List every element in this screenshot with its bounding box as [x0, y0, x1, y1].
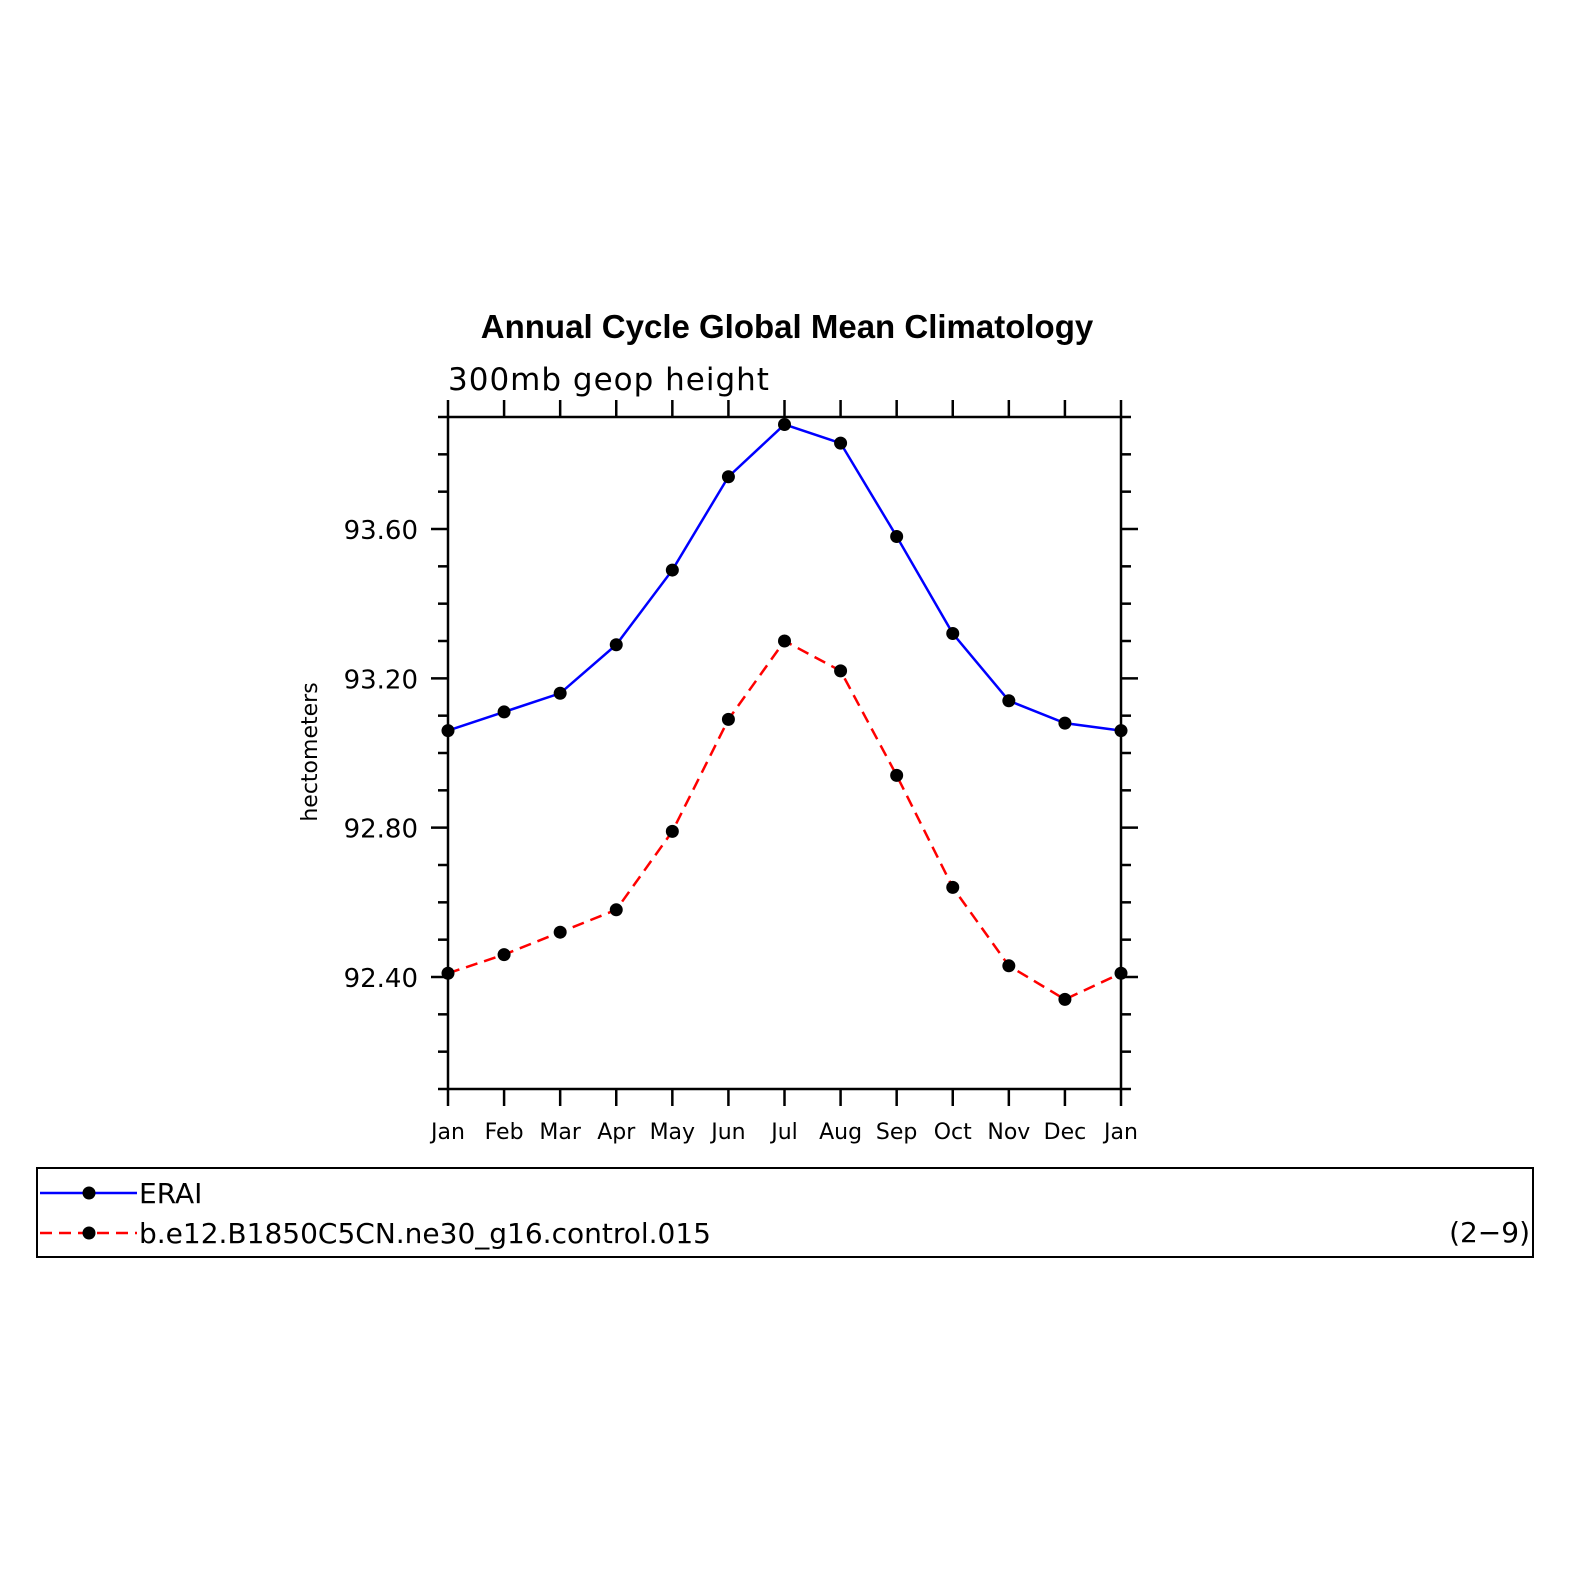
x-tick-label: Apr [597, 1120, 636, 1145]
x-tick-label: Dec [1044, 1120, 1087, 1145]
series-2-point [1002, 959, 1016, 973]
legend-label-2: b.e12.B1850C5CN.ne30_g16.control.015 [139, 1217, 711, 1250]
series-1-point [497, 705, 511, 719]
x-tick-label: Jan [1102, 1120, 1138, 1145]
series-2-point [721, 712, 735, 726]
series-1-point [553, 686, 567, 700]
series-1-point [946, 627, 960, 641]
series-2-point [946, 880, 960, 894]
y-tick-label: 92.40 [344, 964, 418, 994]
series-2-point [665, 824, 679, 838]
x-tick-label: Aug [819, 1120, 862, 1145]
series-2-point [834, 664, 848, 678]
series-1-point [778, 417, 791, 431]
x-tick-label: Jun [709, 1120, 745, 1145]
legend-marker-2 [82, 1226, 96, 1240]
series-2-point [441, 966, 455, 980]
legend-box [36, 1167, 1534, 1258]
legend-label-1: ERAI [139, 1177, 202, 1210]
x-tick-label: Oct [934, 1120, 972, 1145]
y-tick-label: 93.60 [344, 516, 418, 546]
series-2-point [609, 903, 623, 917]
series-line-1 [447, 423, 1122, 732]
series-line-2 [447, 639, 1122, 1001]
series-1-point [1002, 694, 1016, 708]
x-tick-label: Jan [429, 1120, 465, 1145]
series-2-point [1058, 992, 1072, 1006]
series-2-point [778, 634, 791, 648]
series-1-point [665, 563, 679, 577]
series-1-point [834, 436, 848, 450]
series-1-point [1058, 716, 1072, 730]
x-tick-label: Mar [539, 1120, 581, 1145]
chart-subtitle: 300mb geop height [448, 362, 770, 398]
x-tick-label: Jul [769, 1120, 798, 1145]
series-2-point [497, 948, 511, 962]
x-tick-label: Feb [485, 1120, 524, 1145]
x-tick-label: May [650, 1120, 695, 1145]
plot-frame [446, 415, 1123, 1091]
chart-title: Annual Cycle Global Mean Climatology [481, 308, 1094, 345]
x-tick-label: Nov [987, 1120, 1030, 1145]
series-2-point [1114, 966, 1128, 980]
x-tick-label: Sep [876, 1120, 917, 1145]
series-2-point [553, 925, 567, 939]
series-1-point [890, 529, 904, 543]
legend-note: (2−9) [1449, 1216, 1530, 1249]
series-1-point [609, 638, 623, 652]
y-tick-label: 92.80 [344, 815, 418, 845]
plot-area: Jan Feb Mar Apr May Jun Jul Aug Sep Oct Nov Dec Jan 9… [344, 400, 1138, 1145]
series-1-point [721, 470, 735, 484]
legend-marker-1 [82, 1186, 96, 1200]
y-tick-label: 93.20 [344, 665, 418, 695]
legend: ERAI b.e12.B1850C5CN.ne30_g16.control.015 [40, 1177, 711, 1250]
series-1-point [441, 724, 455, 738]
y-axis-label: hectometers [298, 682, 323, 821]
series-2-point [890, 768, 904, 782]
series-1-point [1114, 724, 1128, 738]
